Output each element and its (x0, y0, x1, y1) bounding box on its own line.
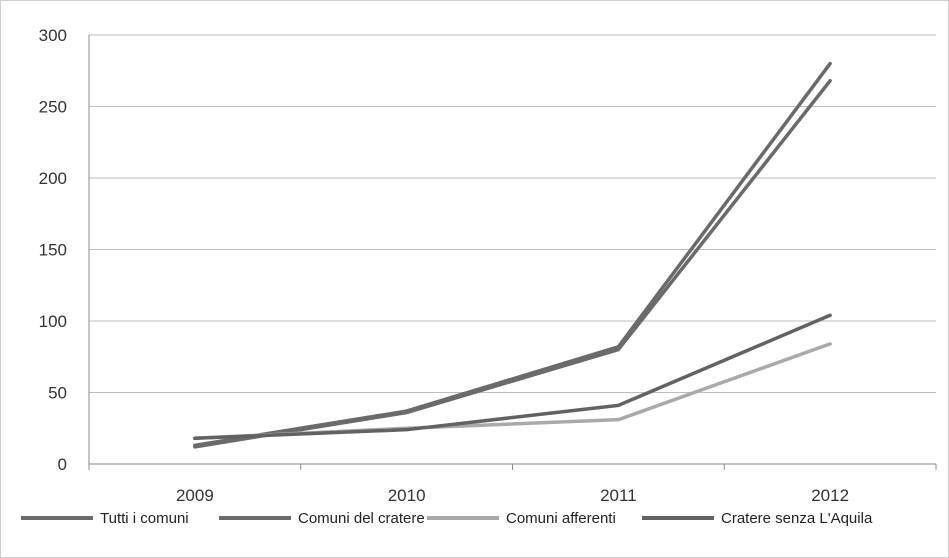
legend-item: Tutti i comuni (21, 510, 189, 527)
y-tick-label: 250 (39, 98, 67, 117)
x-tick-label: 2010 (388, 486, 426, 505)
y-tick-label: 0 (58, 455, 67, 474)
y-tick-label: 200 (39, 169, 67, 188)
x-tick-label: 2012 (811, 486, 849, 505)
axes (88, 35, 937, 470)
grid-lines (89, 34, 936, 393)
legend-item: Cratere senza L'Aquila (642, 510, 873, 527)
series-line-0 (193, 61, 832, 448)
series-lines (193, 61, 832, 449)
legend-item: Comuni del cratere (219, 510, 425, 527)
series-line-3 (193, 313, 832, 441)
y-tick-label: 50 (48, 384, 67, 403)
legend-item: Comuni afferenti (427, 510, 616, 527)
y-tick-label: 150 (39, 241, 67, 260)
y-tick-label: 300 (39, 26, 67, 45)
legend-label: Comuni del cratere (298, 510, 425, 527)
legend-label: Comuni afferenti (506, 510, 616, 527)
series-line-2 (193, 342, 832, 441)
x-axis-ticks: 2009 2010 2011 2012 (176, 486, 849, 505)
y-axis-ticks: 0 50 100 150 200 250 300 (39, 26, 67, 474)
x-tick-label: 2011 (600, 486, 637, 505)
legend-label: Tutti i comuni (100, 510, 189, 527)
series-line-1 (193, 79, 832, 449)
legend: Tutti i comuni Comuni del cratere Comuni a… (21, 510, 873, 527)
x-tick-label: 2009 (176, 486, 214, 505)
legend-label: Cratere senza L'Aquila (721, 510, 873, 527)
y-tick-label: 100 (39, 312, 67, 331)
